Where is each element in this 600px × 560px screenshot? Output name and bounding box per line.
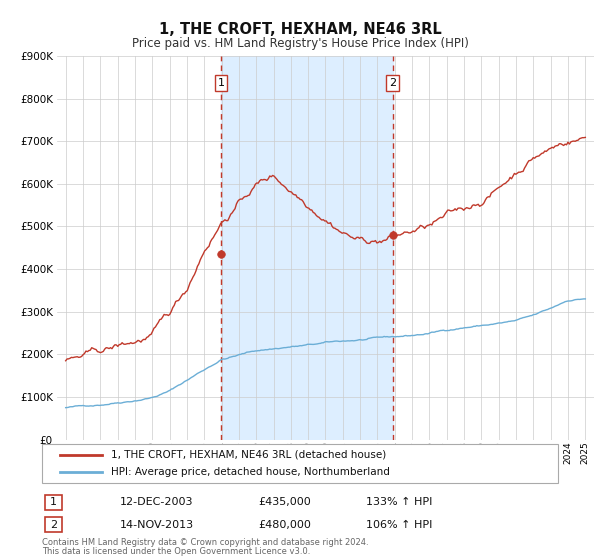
Point xyxy=(216,250,226,259)
Text: 133% ↑ HPI: 133% ↑ HPI xyxy=(366,497,433,507)
Text: 1, THE CROFT, HEXHAM, NE46 3RL (detached house): 1, THE CROFT, HEXHAM, NE46 3RL (detached… xyxy=(111,450,386,460)
Text: £435,000: £435,000 xyxy=(258,497,311,507)
Text: 1: 1 xyxy=(217,78,224,88)
Bar xyxy=(221,56,392,440)
Text: 14-NOV-2013: 14-NOV-2013 xyxy=(120,520,194,530)
Text: HPI: Average price, detached house, Northumberland: HPI: Average price, detached house, Nort… xyxy=(111,467,390,477)
Text: 106% ↑ HPI: 106% ↑ HPI xyxy=(366,520,433,530)
Text: 1, THE CROFT, HEXHAM, NE46 3RL: 1, THE CROFT, HEXHAM, NE46 3RL xyxy=(158,22,442,38)
Point xyxy=(388,231,397,240)
Text: 1: 1 xyxy=(50,497,57,507)
Text: 2: 2 xyxy=(389,78,396,88)
Text: Price paid vs. HM Land Registry's House Price Index (HPI): Price paid vs. HM Land Registry's House … xyxy=(131,37,469,50)
Text: This data is licensed under the Open Government Licence v3.0.: This data is licensed under the Open Gov… xyxy=(42,548,310,557)
Text: Contains HM Land Registry data © Crown copyright and database right 2024.: Contains HM Land Registry data © Crown c… xyxy=(42,538,368,547)
Text: £480,000: £480,000 xyxy=(258,520,311,530)
Text: 12-DEC-2003: 12-DEC-2003 xyxy=(120,497,193,507)
Text: 2: 2 xyxy=(50,520,57,530)
